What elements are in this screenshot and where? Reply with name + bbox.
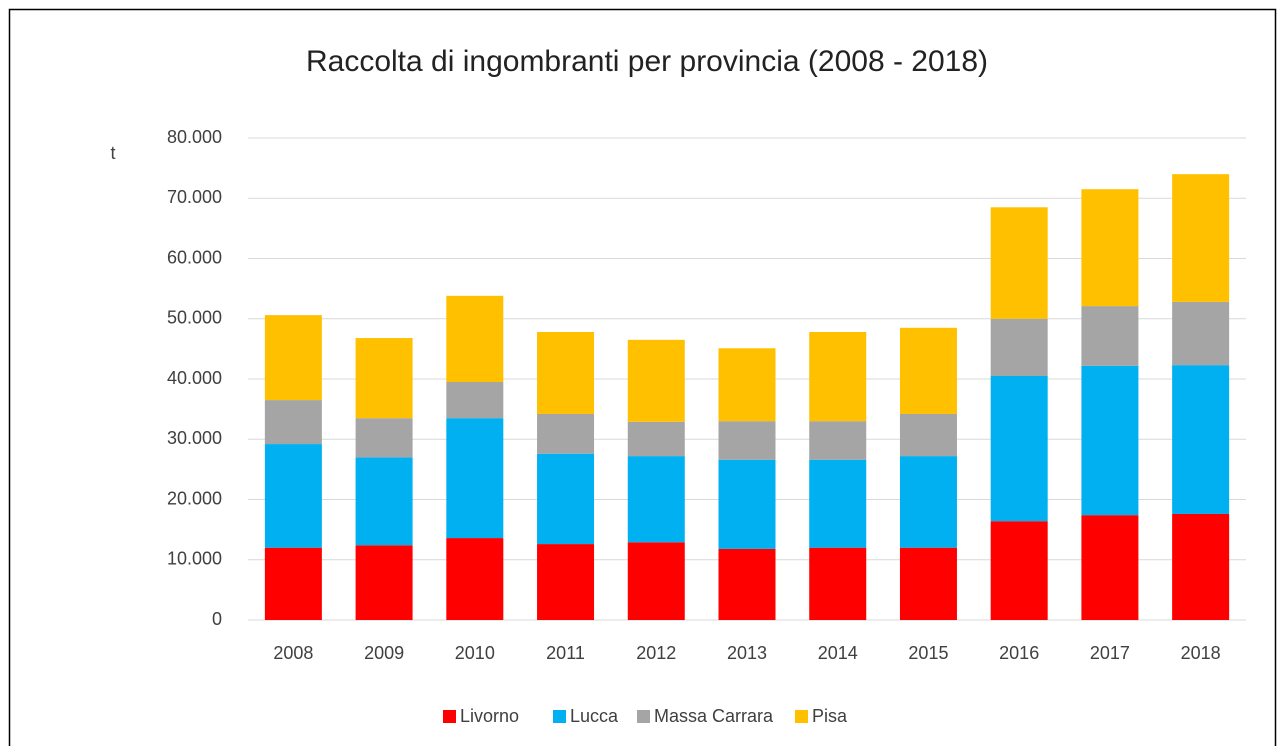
- bar-segment: [1172, 365, 1230, 514]
- bar-segment: [627, 421, 685, 457]
- bar-segment: [809, 332, 867, 422]
- bar-segment: [264, 444, 322, 548]
- bar-segment: [990, 375, 1048, 522]
- bar-segment: [809, 421, 867, 460]
- bar-segment: [899, 456, 957, 548]
- bar-segment: [355, 457, 413, 546]
- bar-segment: [809, 459, 867, 548]
- bar-segment: [537, 413, 595, 454]
- bar-segment: [718, 459, 776, 549]
- bar-segment: [718, 421, 776, 460]
- legend-label: Lucca: [570, 706, 619, 726]
- bar-segment: [899, 547, 957, 620]
- legend-label: Massa Carrara: [654, 706, 774, 726]
- bar-segment: [446, 382, 504, 419]
- legend-swatch: [637, 710, 650, 723]
- y-tick-label: 60.000: [167, 247, 222, 267]
- bar-segment: [718, 348, 776, 422]
- x-tick-label: 2013: [727, 643, 767, 663]
- y-axis-label: t: [110, 143, 115, 163]
- legend-swatch: [443, 710, 456, 723]
- bar-segment: [1081, 189, 1139, 307]
- chart-title: Raccolta di ingombranti per provincia (2…: [306, 45, 988, 78]
- bar-segment: [1172, 513, 1230, 620]
- x-tick-label: 2018: [1181, 643, 1221, 663]
- bar-segment: [355, 338, 413, 419]
- x-tick-label: 2009: [364, 643, 404, 663]
- y-tick-label: 50.000: [167, 308, 222, 328]
- bar-segment: [627, 339, 685, 422]
- bar-segment: [446, 295, 504, 383]
- legend-label: Pisa: [812, 706, 848, 726]
- bar-segment: [537, 332, 595, 414]
- y-tick-label: 70.000: [167, 187, 222, 207]
- x-tick-label: 2008: [273, 643, 313, 663]
- bar-segment: [990, 521, 1048, 620]
- bar-segment: [264, 315, 322, 401]
- bar-segment: [1081, 515, 1139, 620]
- bar-segment: [264, 400, 322, 445]
- bar-segment: [1081, 306, 1139, 366]
- bar-segment: [355, 418, 413, 458]
- x-tick-label: 2011: [546, 643, 585, 663]
- bar-segment: [1081, 365, 1139, 516]
- y-tick-label: 40.000: [167, 368, 222, 388]
- bar-segment: [446, 538, 504, 620]
- bar-segment: [990, 318, 1048, 376]
- bar-segment: [718, 548, 776, 620]
- legend-label: Livorno: [460, 706, 519, 726]
- y-tick-label: 10.000: [167, 549, 222, 569]
- bar-segment: [1172, 174, 1230, 302]
- bar-segment: [264, 547, 322, 620]
- bar-segment: [355, 545, 413, 620]
- x-tick-label: 2017: [1090, 643, 1130, 663]
- bar-segment: [537, 544, 595, 620]
- y-tick-label: 20.000: [167, 488, 222, 508]
- bar-segment: [899, 413, 957, 457]
- y-tick-label: 0: [212, 609, 222, 629]
- bar-segment: [446, 418, 504, 539]
- x-tick-label: 2010: [455, 643, 495, 663]
- bar-segment: [537, 453, 595, 545]
- legend-swatch: [553, 710, 566, 723]
- bar-segment: [809, 547, 867, 620]
- x-tick-label: 2014: [818, 643, 858, 663]
- x-tick-label: 2012: [636, 643, 676, 663]
- bar-segment: [1172, 301, 1230, 366]
- bar-segment: [627, 542, 685, 620]
- legend-swatch: [795, 710, 808, 723]
- bar-segment: [899, 327, 957, 414]
- bar-segment: [990, 207, 1048, 319]
- x-tick-label: 2015: [908, 643, 948, 663]
- x-tick-label: 2016: [999, 643, 1039, 663]
- bar-segment: [627, 456, 685, 543]
- y-tick-label: 80.000: [167, 127, 222, 147]
- y-tick-label: 30.000: [167, 428, 222, 448]
